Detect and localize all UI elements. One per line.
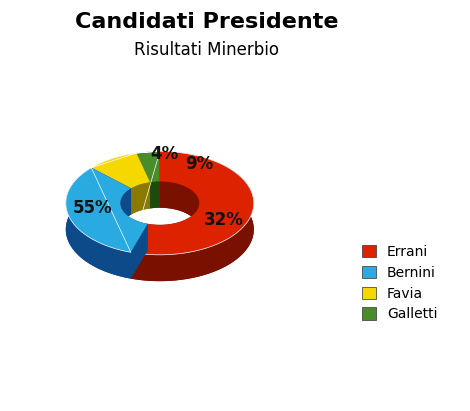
Polygon shape	[66, 194, 148, 279]
Polygon shape	[136, 151, 160, 179]
Text: 55%: 55%	[72, 199, 112, 217]
Polygon shape	[136, 153, 150, 208]
Polygon shape	[91, 168, 131, 215]
Polygon shape	[150, 181, 160, 208]
Polygon shape	[131, 224, 148, 279]
Polygon shape	[66, 168, 148, 252]
Text: 9%: 9%	[185, 155, 213, 173]
Polygon shape	[66, 168, 131, 279]
Polygon shape	[91, 153, 150, 188]
Polygon shape	[136, 178, 160, 208]
Polygon shape	[131, 182, 150, 215]
Polygon shape	[131, 151, 254, 255]
Text: Risultati Minerbio: Risultati Minerbio	[134, 41, 279, 59]
Polygon shape	[136, 153, 150, 208]
Polygon shape	[120, 188, 148, 250]
Text: 32%: 32%	[204, 211, 243, 229]
Polygon shape	[91, 168, 131, 215]
Polygon shape	[131, 224, 148, 279]
Text: 4%: 4%	[150, 145, 179, 163]
Text: Candidati Presidente: Candidati Presidente	[75, 12, 338, 32]
Polygon shape	[131, 151, 254, 281]
Polygon shape	[91, 179, 150, 215]
Polygon shape	[131, 178, 254, 281]
Polygon shape	[136, 151, 160, 182]
Legend: Errani, Bernini, Favia, Galletti: Errani, Bernini, Favia, Galletti	[362, 245, 437, 321]
Polygon shape	[91, 153, 136, 194]
Polygon shape	[148, 181, 199, 251]
